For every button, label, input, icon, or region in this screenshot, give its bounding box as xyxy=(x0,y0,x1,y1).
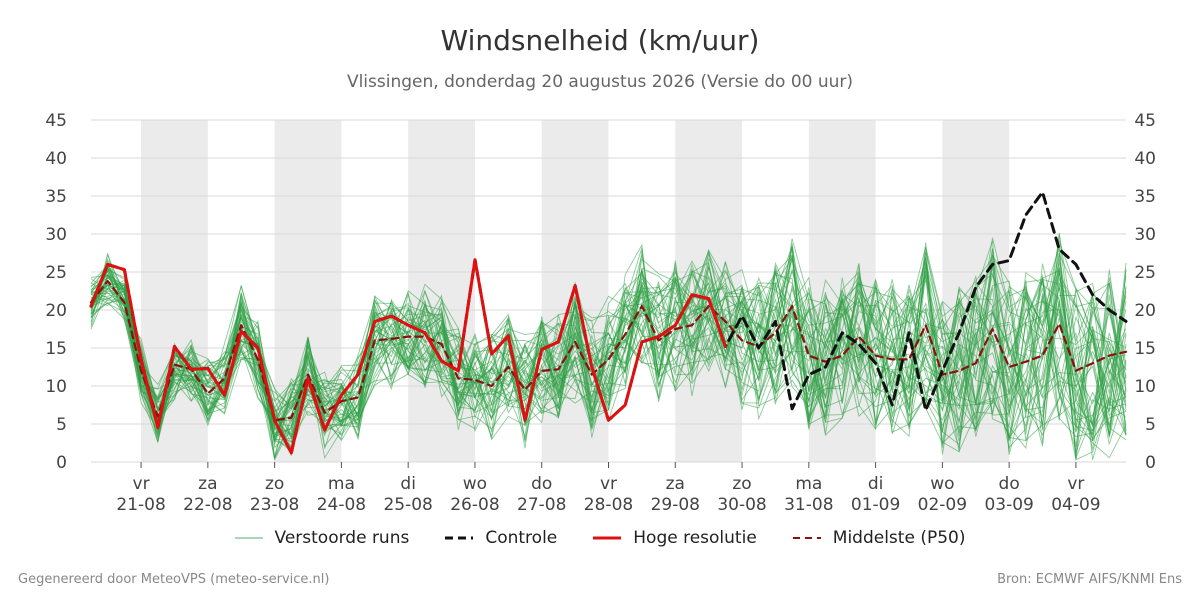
x-tick-day: zo xyxy=(265,474,284,494)
ensemble-line xyxy=(90,261,1127,454)
y-tick-label-left: 40 xyxy=(45,149,67,169)
ensemble-line xyxy=(90,248,1127,449)
x-tick-day: vr xyxy=(1067,474,1084,494)
legend-label-hires: Hoge resolutie xyxy=(633,528,757,548)
legend-item-median[interactable]: Middelste (P50) xyxy=(792,528,966,548)
legend-label-ensemble: Verstoorde runs xyxy=(274,528,410,548)
chart-subtitle: Vlissingen, donderdag 20 augustus 2026 (… xyxy=(346,72,854,92)
y-tick-label-right: 0 xyxy=(1145,453,1156,473)
x-tick-day: ma xyxy=(328,474,355,494)
legend-swatch-control xyxy=(445,536,474,540)
y-tick-label-right: 35 xyxy=(1134,187,1156,207)
legend-label-control: Controle xyxy=(485,528,558,548)
main-series-lines xyxy=(89,190,1128,455)
x-tick-date: 24-08 xyxy=(317,495,366,515)
legend-label-median: Middelste (P50) xyxy=(832,528,966,548)
x-tick-date: 03-09 xyxy=(984,495,1033,515)
y-tick-label-left: 5 xyxy=(56,415,67,435)
x-tick-day: di xyxy=(400,474,416,494)
x-tick-date: 02-09 xyxy=(918,495,967,515)
y-tick-label-left: 20 xyxy=(45,301,67,321)
legend-item-control[interactable]: Controle xyxy=(445,528,557,548)
legend-swatch-median xyxy=(792,537,821,539)
x-tick-date: 26-08 xyxy=(450,495,499,515)
x-tick-date: 30-08 xyxy=(717,495,766,515)
y-tick-label-left: 45 xyxy=(45,111,67,131)
y-tick-label-left: 10 xyxy=(45,377,67,397)
x-tick-day: do xyxy=(999,474,1020,494)
y-tick-label-right: 15 xyxy=(1134,339,1156,359)
legend-item-ensemble[interactable]: Verstoorde runs xyxy=(234,528,410,548)
y-tick-label-right: 45 xyxy=(1134,111,1156,131)
x-tick-date: 04-09 xyxy=(1051,495,1100,515)
legend: Verstoorde runs Controle Hoge resolutie … xyxy=(0,528,1200,548)
x-tick-day: zo xyxy=(732,474,751,494)
y-tick-label-left: 0 xyxy=(56,453,67,473)
ensemble-line xyxy=(90,254,1127,424)
y-tick-label-left: 25 xyxy=(45,263,67,283)
legend-swatch-hires xyxy=(593,536,622,540)
weekend-band xyxy=(408,120,475,462)
x-tick-date: 01-09 xyxy=(851,495,900,515)
legend-swatch-ensemble xyxy=(234,537,263,539)
x-tick-day: za xyxy=(198,474,217,494)
y-tick-label-left: 15 xyxy=(45,339,67,359)
footer-generated-by: Gegenereerd door MeteoVPS (meteo-service… xyxy=(18,572,330,587)
x-tick-date: 28-08 xyxy=(584,495,633,515)
series-line-middelste-p50- xyxy=(89,280,1128,422)
y-tick-label-left: 30 xyxy=(45,225,67,245)
ensemble-line xyxy=(90,237,1127,444)
x-tick-day: di xyxy=(868,474,884,494)
x-tick-day: wo xyxy=(463,474,487,494)
x-tick-date: 27-08 xyxy=(517,495,566,515)
x-tick-day: wo xyxy=(930,474,954,494)
x-tick-day: za xyxy=(666,474,685,494)
series-line-hoge-resolutie xyxy=(89,258,727,455)
y-tick-label-left: 35 xyxy=(45,187,67,207)
x-tick-day: ma xyxy=(795,474,822,494)
x-tick-date: 21-08 xyxy=(116,495,165,515)
footer-source: Bron: ECMWF AIFS/KNMI Ens xyxy=(997,572,1182,587)
x-tick-date: 31-08 xyxy=(784,495,833,515)
legend-item-hires[interactable]: Hoge resolutie xyxy=(593,528,757,548)
x-tick-date: 29-08 xyxy=(651,495,700,515)
x-tick-day: do xyxy=(531,474,552,494)
y-tick-label-right: 40 xyxy=(1134,149,1156,169)
y-tick-label-right: 5 xyxy=(1145,415,1156,435)
x-tick-date: 23-08 xyxy=(250,495,299,515)
y-tick-label-right: 10 xyxy=(1134,377,1156,397)
x-tick-day: vr xyxy=(133,474,150,494)
y-tick-label-right: 20 xyxy=(1134,301,1156,321)
y-axis-right: 0 5 10 15 20 25 30 35 40 45 xyxy=(1134,111,1156,473)
x-tick-date: 22-08 xyxy=(183,495,232,515)
y-tick-label-right: 25 xyxy=(1134,263,1156,283)
x-tick-day: vr xyxy=(600,474,617,494)
x-axis: vr21-08za22-08zo23-08ma24-08di25-08wo26-… xyxy=(116,462,1101,515)
y-axis-left: 0 5 10 15 20 25 30 35 40 45 xyxy=(45,111,67,473)
chart-title: Windsnelheid (km/uur) xyxy=(440,24,760,57)
x-tick-date: 25-08 xyxy=(383,495,432,515)
y-tick-label-right: 30 xyxy=(1134,225,1156,245)
